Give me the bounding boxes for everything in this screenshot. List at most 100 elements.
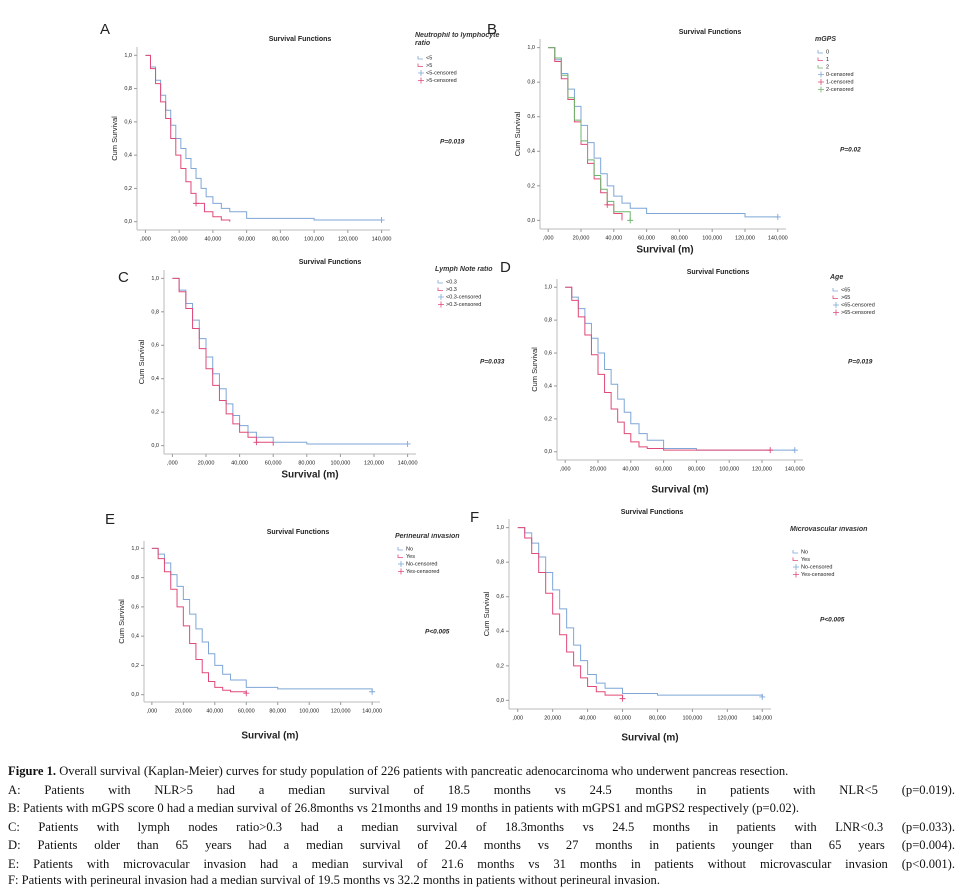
x-tick-label: 140,000 (372, 236, 392, 242)
p-value: P=0.033 (480, 359, 505, 366)
legend-marker (417, 56, 423, 60)
x-tick-label: ,000 (147, 708, 158, 714)
figure: A Survival Functions 0,0 0,2 0,4 0,6 0,8 1,0 ,00… (100, 21, 875, 744)
y-axis-label: Cum Survival (513, 111, 522, 156)
x-tick-label: ,000 (167, 460, 178, 466)
x-tick-label: 40,000 (579, 715, 596, 721)
x-tick-label: ,000 (543, 235, 554, 241)
survival-curve (548, 47, 631, 221)
survival-curve (172, 277, 274, 446)
legend-marker (793, 571, 799, 578)
x-tick-label: 40,000 (204, 236, 221, 242)
x-tick-label: 80,000 (688, 466, 705, 472)
y-tick-label: 0,4 (527, 149, 535, 155)
legend-marker (397, 554, 403, 558)
survival-curve (172, 277, 408, 445)
y-tick-label: 0,2 (151, 410, 159, 416)
legend-marker (833, 302, 839, 308)
x-axis-label: Survival (m) (651, 485, 708, 496)
y-tick-label: 0,8 (131, 575, 139, 581)
panel-label: F (470, 509, 479, 526)
legend-title-box: Lymph Note ratio (435, 266, 493, 273)
legend-marker (818, 86, 824, 93)
legend-marker (792, 550, 798, 554)
caption-line: E: Patients with microvacular invasion h… (8, 857, 955, 871)
legend-label: No (406, 546, 413, 552)
legend-label: Yes-censored (406, 569, 439, 575)
legend-marker (793, 564, 799, 570)
x-tick-label: 120,000 (717, 715, 737, 721)
legend-marker (817, 50, 823, 54)
x-tick-label: 40,000 (206, 708, 223, 714)
x-tick-label: 60,000 (238, 708, 255, 714)
p-value: P=0.02 (840, 147, 861, 154)
y-tick-label: 0,0 (544, 449, 552, 455)
y-tick-label: 0,6 (124, 119, 132, 125)
x-tick-label: 80,000 (272, 236, 289, 242)
legend-marker (418, 77, 424, 84)
x-tick-label: 120,000 (364, 460, 384, 466)
chart-title: Survival Functions (621, 509, 684, 516)
y-tick-label: 0,0 (151, 443, 159, 449)
legend-label: 2 (826, 64, 829, 70)
legend-label: <65 (841, 287, 850, 293)
censor-mark (619, 695, 626, 702)
legend-marker (397, 547, 403, 551)
survival-curve (565, 286, 771, 451)
p-value: P=0.019 (440, 139, 465, 146)
survival-curve (548, 47, 778, 218)
x-tick-label: 80,000 (269, 708, 286, 714)
x-tick-label: 40,000 (622, 466, 639, 472)
chart-title: Survival Functions (269, 36, 332, 43)
survival-curve (548, 47, 623, 221)
x-tick-label: 60,000 (238, 236, 255, 242)
x-tick-label: 120,000 (752, 466, 772, 472)
legend-marker (418, 70, 424, 76)
legend-title: Age (830, 274, 844, 281)
y-tick-label: 0,4 (131, 634, 139, 640)
legend-title: mGPS (815, 36, 837, 43)
legend-title-box: Age (830, 274, 844, 281)
x-tick-label: 20,000 (573, 235, 590, 241)
x-tick-label: 60,000 (614, 715, 631, 721)
legend-marker (832, 288, 838, 292)
censor-mark (774, 213, 781, 220)
x-tick-label: 20,000 (175, 708, 192, 714)
x-tick-label: 100,000 (702, 235, 722, 241)
survival-curve (517, 527, 624, 699)
censor-mark (627, 217, 634, 224)
censor-mark (378, 217, 385, 224)
x-tick-label: 60,000 (265, 460, 282, 466)
censor-mark (604, 201, 611, 208)
x-tick-label: 20,000 (590, 466, 607, 472)
survival-curve (517, 527, 763, 697)
y-tick-label: 1,0 (496, 525, 504, 531)
p-value: P<0.005 (425, 629, 450, 636)
legend-label: <0.3-censored (446, 294, 481, 300)
x-tick-label: 80,000 (298, 460, 315, 466)
caption-line: F: Patients with perineural invasion had… (8, 873, 660, 887)
x-tick-label: 20,000 (198, 460, 215, 466)
x-tick-label: 120,000 (331, 708, 351, 714)
panel-label: A (100, 21, 110, 38)
x-tick-label: 100,000 (719, 466, 739, 472)
panel-label: C (118, 269, 129, 286)
censor-mark (791, 447, 798, 454)
y-tick-label: 0,8 (496, 560, 504, 566)
p-value: P<0.005 (820, 617, 845, 624)
y-tick-label: 0,4 (496, 629, 504, 635)
legend-title: Microvascular invasion (790, 526, 868, 533)
legend-label: >65 (841, 295, 850, 301)
y-tick-label: 0,2 (496, 663, 504, 669)
censor-mark (193, 200, 200, 207)
panel-label: E (105, 511, 115, 528)
y-tick-label: 0,2 (131, 663, 139, 669)
legend-label: Yes (801, 557, 810, 563)
censor-mark (369, 688, 376, 695)
legend-marker (817, 57, 823, 61)
chart-title: Survival Functions (679, 29, 742, 36)
caption-line: A: Patients with NLR>5 had a median surv… (8, 783, 955, 797)
y-tick-label: 0,2 (527, 183, 535, 189)
x-tick-label: 100,000 (304, 236, 324, 242)
